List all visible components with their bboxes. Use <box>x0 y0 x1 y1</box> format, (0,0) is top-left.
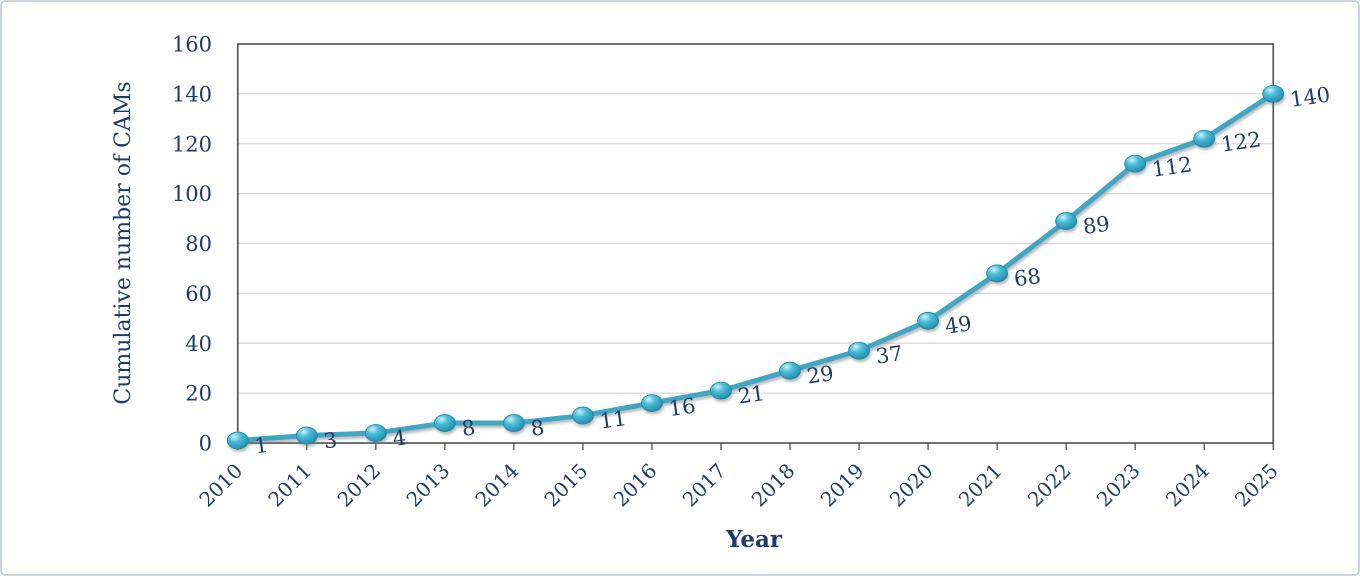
data-label-2020: 49 <box>943 311 973 338</box>
x-tick-label: 2021 <box>954 459 1007 512</box>
x-tick-label: 2011 <box>263 459 316 512</box>
data-label-2014: 8 <box>529 415 546 441</box>
data-label-2016: 16 <box>667 394 697 421</box>
data-label-2010: 1 <box>253 433 270 459</box>
y-tick-label: 120 <box>172 132 212 156</box>
data-point-marker-2014 <box>502 414 525 432</box>
data-label-2015: 11 <box>598 406 628 433</box>
data-label-2018: 29 <box>805 361 835 388</box>
y-tick-label: 0 <box>199 432 212 456</box>
data-point-marker-2015 <box>572 406 594 425</box>
y-tick-label: 20 <box>185 382 212 406</box>
x-tick-label: 2015 <box>539 459 592 512</box>
y-tick-label: 100 <box>172 182 212 206</box>
x-tick-label: 2024 <box>1161 459 1214 512</box>
data-point-marker-2023 <box>1124 154 1147 173</box>
data-point-marker-2025 <box>1262 84 1285 103</box>
x-tick-label: 2010 <box>194 459 247 512</box>
data-point-marker-2021 <box>986 264 1009 283</box>
x-tick-label: 2023 <box>1092 459 1145 512</box>
data-label-2013: 8 <box>460 415 477 441</box>
x-tick-label: 2025 <box>1230 459 1283 512</box>
data-point-marker-2016 <box>641 394 663 413</box>
data-label-2017: 21 <box>736 381 766 408</box>
data-point-marker-2022 <box>1055 212 1078 230</box>
data-point-marker-2011 <box>295 426 318 445</box>
x-tick-label: 2019 <box>816 459 869 512</box>
data-point-marker-2013 <box>433 414 456 432</box>
x-tick-label: 2020 <box>885 459 938 512</box>
plot-area-border <box>236 43 1275 444</box>
y-tick-label: 140 <box>172 82 212 106</box>
x-tick-label: 2014 <box>470 459 523 512</box>
data-point-marker-2018 <box>779 361 801 380</box>
data-label-2011: 3 <box>322 428 339 454</box>
x-tick-label: 2012 <box>332 459 385 512</box>
data-label-2012: 4 <box>391 425 408 451</box>
x-axis-ticks <box>237 443 1274 450</box>
y-tick-label: 40 <box>185 332 212 356</box>
x-tick-label: 2017 <box>678 459 731 512</box>
y-tick-label: 160 <box>172 33 212 57</box>
data-label-2024: 122 <box>1220 127 1263 156</box>
data-label-2025: 140 <box>1289 82 1332 111</box>
data-point-marker-2020 <box>917 311 939 330</box>
data-point-marker-2024 <box>1193 129 1216 148</box>
data-label-2019: 37 <box>874 341 904 368</box>
y-tick-labels: 0 20 40 60 80 100 120 140 160 <box>172 33 212 456</box>
data-point-marker-2010 <box>226 431 249 450</box>
x-tick-label: 2013 <box>401 459 454 512</box>
x-tick-labels: 2010 2011 2012 2013 2014 2015 2016 2017 2018 2019… <box>194 459 1282 512</box>
data-point-marker-2012 <box>364 424 387 442</box>
y-axis-title: Cumulative number of CAMs <box>111 81 136 404</box>
x-axis-title: Year <box>725 526 783 553</box>
data-point-marker-2019 <box>848 341 870 360</box>
y-tick-label: 80 <box>185 232 212 256</box>
data-label-2022: 89 <box>1082 212 1112 239</box>
data-label-2021: 68 <box>1012 264 1042 291</box>
series-line <box>235 91 1276 444</box>
x-tick-label: 2022 <box>1023 459 1076 512</box>
data-label-2023: 112 <box>1151 152 1194 181</box>
gridlines <box>237 93 1274 394</box>
x-tick-label: 2018 <box>747 459 800 512</box>
y-tick-label: 60 <box>185 282 212 306</box>
x-tick-label: 2016 <box>609 459 662 512</box>
data-labels: 1 3 4 8 8 11 16 21 29 37 49 68 89 112 122 140 <box>253 82 1332 458</box>
data-point-marker-2017 <box>710 381 732 400</box>
series-cumulative-cams <box>226 84 1285 450</box>
